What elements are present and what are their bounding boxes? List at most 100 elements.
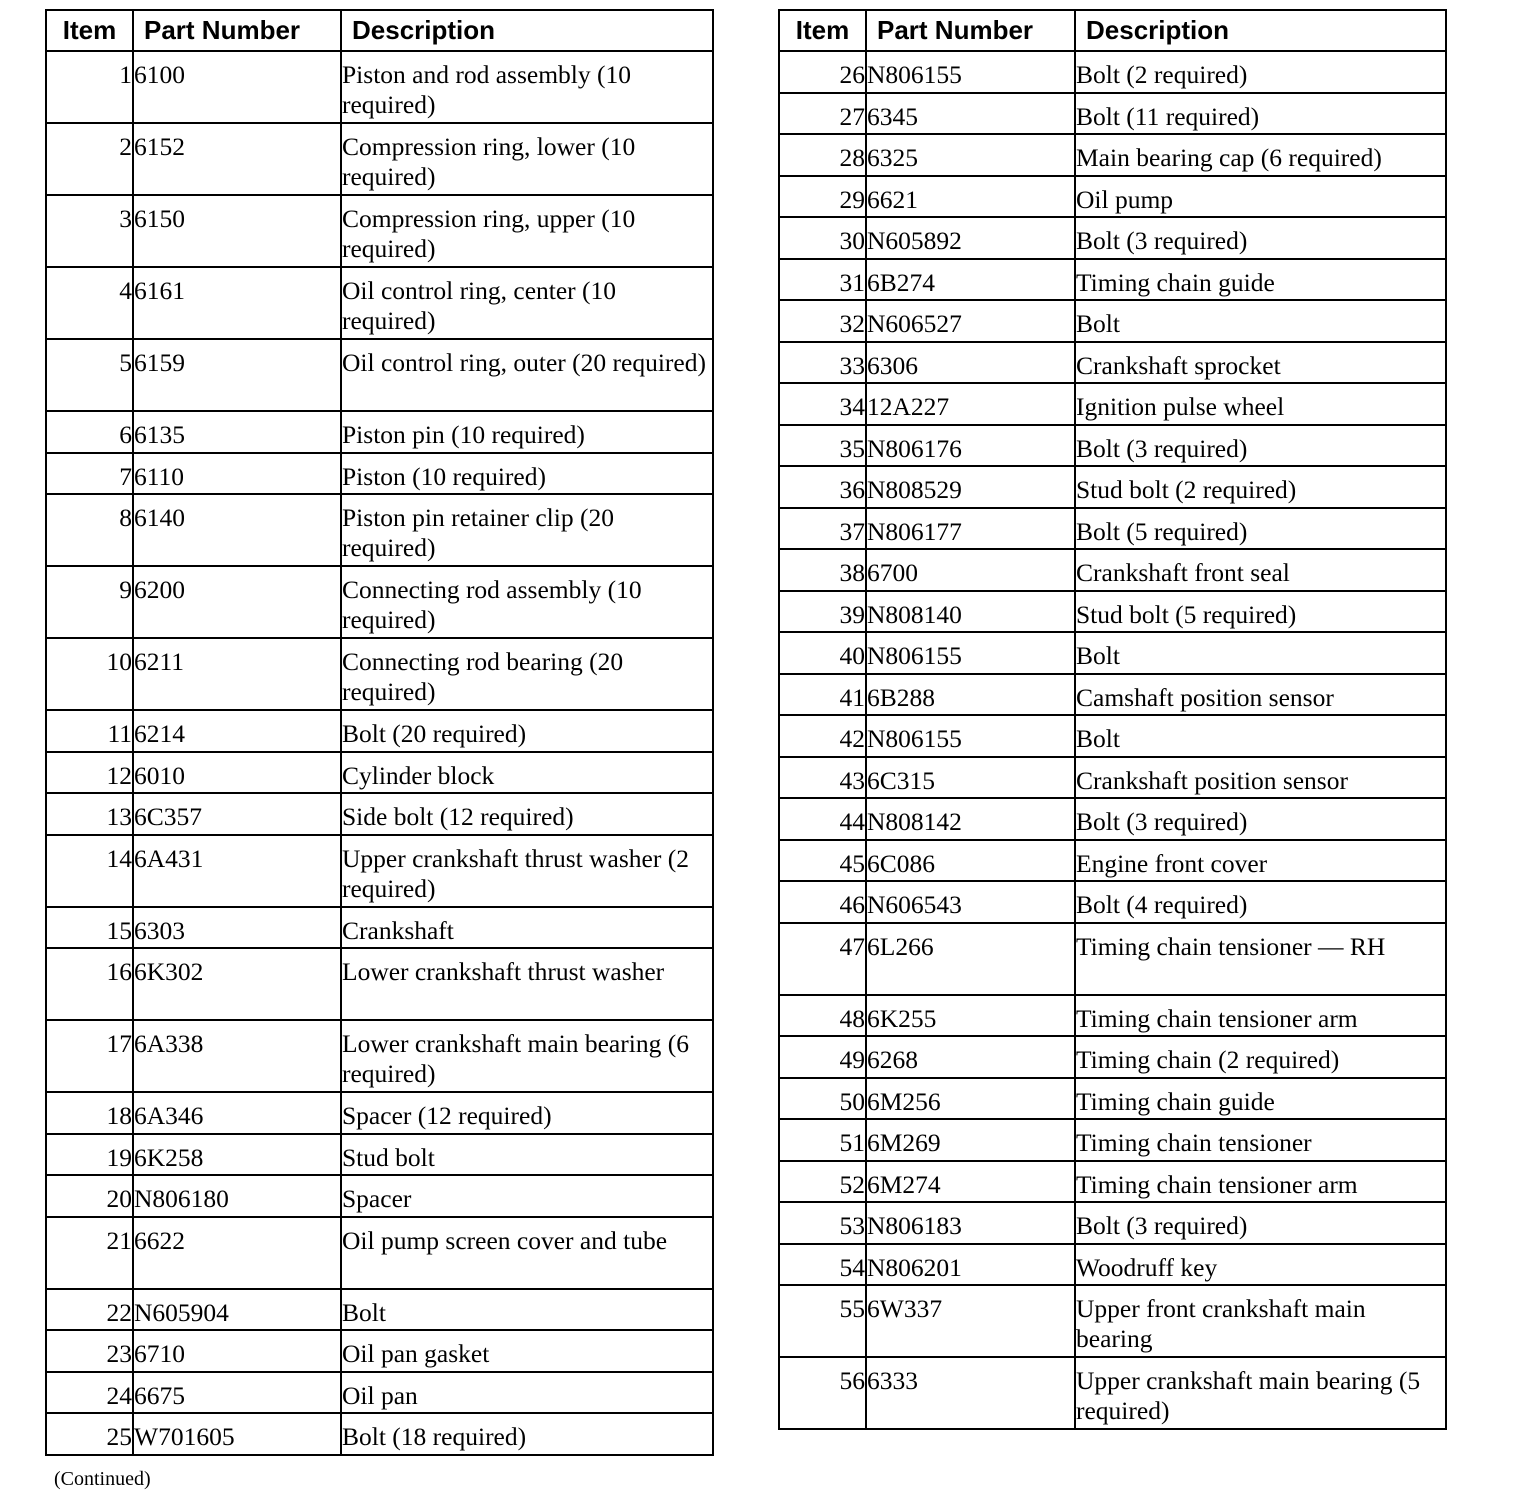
description-cell: Timing chain tensioner — [1074, 1118, 1447, 1162]
item-number-cell: 55 — [778, 1284, 867, 1358]
part-number-cell: 6C086 — [865, 838, 1076, 882]
description-cell: Bolt (3 required) — [1074, 423, 1447, 467]
item-number-cell: 46 — [778, 880, 867, 924]
table-row: 38 6700 Crankshaft front seal — [778, 548, 1447, 592]
item-number-cell: 19 — [45, 1132, 134, 1176]
item-number-cell: 1 — [45, 50, 134, 124]
part-number-cell: 6135 — [132, 410, 342, 454]
item-number-cell: 21 — [45, 1215, 134, 1290]
table-row: 17 6A338 Lower crankshaft main bearing (6 … — [45, 1019, 714, 1093]
table-row: 10 6211 Connecting rod bearing (20 require… — [45, 637, 714, 711]
description-cell: Compression ring, lower (10 required) — [340, 122, 714, 196]
description-cell: Bolt — [1074, 714, 1447, 758]
table-row: 2 6152 Compression ring, lower (10 require… — [45, 122, 714, 196]
header-row: Item Part Number Description — [778, 9, 1447, 52]
item-number-cell: 47 — [778, 921, 867, 996]
table-row: 50 6M256 Timing chain guide — [778, 1076, 1447, 1120]
part-number-cell: 6A346 — [132, 1091, 342, 1135]
item-number-cell: 42 — [778, 714, 867, 758]
table-row: 41 6B288 Camshaft position sensor — [778, 672, 1447, 716]
description-cell: Bolt (20 required) — [340, 709, 714, 753]
description-cell: Crankshaft position sensor — [1074, 755, 1447, 799]
item-number-cell: 11 — [45, 709, 134, 753]
table-row: 33 6306 Crankshaft sprocket — [778, 340, 1447, 384]
table-row: 29 6621 Oil pump — [778, 174, 1447, 218]
description-cell: Timing chain guide — [1074, 1076, 1447, 1120]
table-row: 48 6K255 Timing chain tensioner arm — [778, 993, 1447, 1037]
item-number-cell: 5 — [45, 338, 134, 412]
table-row: 9 6200 Connecting rod assembly (10 require… — [45, 565, 714, 639]
part-number-cell: W701605 — [132, 1412, 342, 1456]
description-cell: Oil control ring, center (10 required) — [340, 266, 714, 340]
table-row: 42 N806155 Bolt — [778, 714, 1447, 758]
item-number-cell: 43 — [778, 755, 867, 799]
item-number-cell: 50 — [778, 1076, 867, 1120]
table-row: 40 N806155 Bolt — [778, 631, 1447, 675]
part-number-cell: N806183 — [865, 1201, 1076, 1245]
table-row: 30 N605892 Bolt (3 required) — [778, 216, 1447, 260]
part-number-cell: 6B274 — [865, 257, 1076, 301]
item-number-cell: 40 — [778, 631, 867, 675]
description-cell: Bolt (18 required) — [340, 1412, 714, 1456]
table-row: 25 W701605 Bolt (18 required) — [45, 1412, 714, 1456]
table-row: 56 6333 Upper crankshaft main bearing (5 r… — [778, 1356, 1447, 1430]
table-row: 18 6A346 Spacer (12 required) — [45, 1091, 714, 1135]
description-cell: Timing chain tensioner arm — [1074, 1159, 1447, 1203]
part-number-cell: 6B288 — [865, 672, 1076, 716]
item-number-cell: 29 — [778, 174, 867, 218]
description-cell: Stud bolt — [340, 1132, 714, 1176]
item-number-cell: 28 — [778, 133, 867, 177]
header-part-number: Part Number — [865, 9, 1076, 52]
description-cell: Upper crankshaft thrust washer (2 requir… — [340, 833, 714, 908]
description-cell: Bolt — [1074, 631, 1447, 675]
part-number-cell: 6159 — [132, 338, 342, 412]
part-number-cell: 6A431 — [132, 833, 342, 908]
table-row: 1 6100 Piston and rod assembly (10 require… — [45, 50, 714, 124]
description-cell: Stud bolt (5 required) — [1074, 589, 1447, 633]
description-cell: Crankshaft — [340, 905, 714, 949]
part-number-cell: 6A338 — [132, 1019, 342, 1093]
table-row: 12 6010 Cylinder block — [45, 750, 714, 794]
part-number-cell: 6110 — [132, 451, 342, 495]
table-row: 51 6M269 Timing chain tensioner — [778, 1118, 1447, 1162]
table-row: 13 6C357 Side bolt (12 required) — [45, 792, 714, 836]
item-number-cell: 24 — [45, 1370, 134, 1414]
item-number-cell: 6 — [45, 410, 134, 454]
table-row: 52 6M274 Timing chain tensioner arm — [778, 1159, 1447, 1203]
item-number-cell: 20 — [45, 1174, 134, 1218]
table-row: 35 N806176 Bolt (3 required) — [778, 423, 1447, 467]
description-cell: Upper front crankshaft main bearing — [1074, 1284, 1447, 1358]
part-number-cell: N806180 — [132, 1174, 342, 1218]
description-cell: Timing chain tensioner arm — [1074, 993, 1447, 1037]
header-item: Item — [45, 9, 134, 52]
description-cell: Spacer — [340, 1174, 714, 1218]
part-number-cell: 6268 — [865, 1035, 1076, 1079]
table-row: 20 N806180 Spacer — [45, 1174, 714, 1218]
table-row: 6 6135 Piston pin (10 required) — [45, 410, 714, 454]
table-row: 45 6C086 Engine front cover — [778, 838, 1447, 882]
description-cell: Cylinder block — [340, 750, 714, 794]
table-row: 24 6675 Oil pan — [45, 1370, 714, 1414]
part-number-cell: 6621 — [865, 174, 1076, 218]
part-number-cell: N808529 — [865, 465, 1076, 509]
description-cell: Crankshaft sprocket — [1074, 340, 1447, 384]
part-number-cell: 6K255 — [865, 993, 1076, 1037]
description-cell: Piston pin (10 required) — [340, 410, 714, 454]
item-number-cell: 36 — [778, 465, 867, 509]
part-number-cell: 6K258 — [132, 1132, 342, 1176]
table-row: 27 6345 Bolt (11 required) — [778, 91, 1447, 135]
item-number-cell: 2 — [45, 122, 134, 196]
table-row: 31 6B274 Timing chain guide — [778, 257, 1447, 301]
part-number-cell: 6333 — [865, 1356, 1076, 1430]
part-number-cell: N605904 — [132, 1287, 342, 1331]
table-row: 4 6161 Oil control ring, center (10 requir… — [45, 266, 714, 340]
description-cell: Bolt — [340, 1287, 714, 1331]
description-cell: Piston pin retainer clip (20 required) — [340, 493, 714, 567]
table-row: 8 6140 Piston pin retainer clip (20 requir… — [45, 493, 714, 567]
table-row: 37 N806177 Bolt (5 required) — [778, 506, 1447, 550]
description-cell: Lower crankshaft main bearing (6 require… — [340, 1019, 714, 1093]
item-number-cell: 16 — [45, 947, 134, 1021]
header-description: Description — [1074, 9, 1447, 52]
description-cell: Oil pump screen cover and tube — [340, 1215, 714, 1290]
part-number-cell: 6K302 — [132, 947, 342, 1021]
